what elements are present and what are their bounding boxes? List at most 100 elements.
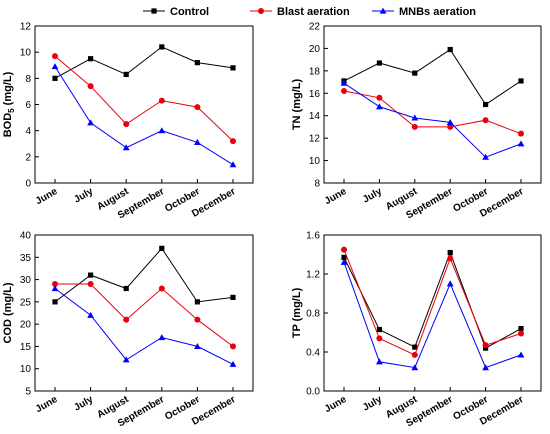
legend-label: MNBs aeration xyxy=(399,6,476,18)
y-tick-label: 14 xyxy=(309,111,321,122)
y-tick-label: 12 xyxy=(20,22,32,33)
data-point xyxy=(123,285,129,292)
legend-marker xyxy=(379,7,387,14)
series-blast-aeration xyxy=(52,281,236,350)
data-point xyxy=(340,258,348,265)
data-point xyxy=(412,70,418,76)
data-point xyxy=(483,101,489,108)
series-line xyxy=(343,82,522,158)
data-point xyxy=(411,364,419,371)
series-control xyxy=(341,249,524,351)
x-tick-label: July xyxy=(361,394,384,414)
data-point xyxy=(123,316,130,323)
data-point xyxy=(517,140,525,147)
series-line xyxy=(343,262,522,369)
legend-item: Blast aeration xyxy=(250,6,350,18)
y-tick-label: 0.8 xyxy=(306,309,320,320)
y-axis-label: TN (mg/L) xyxy=(291,79,303,131)
series-line xyxy=(343,249,522,356)
x-tick-label: June xyxy=(323,186,349,207)
y-tick-label: 10 xyxy=(309,156,321,167)
data-point xyxy=(52,75,58,81)
data-point xyxy=(482,153,489,160)
series-mnbs-aeration xyxy=(340,258,525,371)
data-point xyxy=(482,117,489,124)
data-point xyxy=(52,281,58,288)
y-tick-label: 1.6 xyxy=(306,231,320,242)
y-tick-label: 8 xyxy=(25,74,31,85)
series-control xyxy=(52,44,236,81)
y-tick-label: 0 xyxy=(25,179,31,190)
data-point xyxy=(158,285,165,292)
plot-frame xyxy=(323,234,542,392)
y-tick-label: 10 xyxy=(20,48,32,59)
data-point xyxy=(518,130,524,137)
x-tick-label: June xyxy=(34,394,60,415)
data-point xyxy=(122,356,130,363)
series-line xyxy=(343,251,522,349)
data-point xyxy=(158,127,166,134)
data-point xyxy=(194,316,201,323)
series-mnbs-aeration xyxy=(51,285,237,367)
legend-marker xyxy=(258,8,264,14)
plot-frame xyxy=(323,25,542,184)
legend-item: Control xyxy=(143,6,209,18)
data-point xyxy=(341,246,347,253)
data-point xyxy=(229,360,237,367)
series-mnbs-aeration xyxy=(51,63,237,168)
legend-label: Blast aeration xyxy=(277,6,350,18)
series-blast-aeration xyxy=(341,88,524,137)
data-point xyxy=(230,65,236,71)
data-point xyxy=(51,285,59,292)
data-point xyxy=(376,60,382,66)
data-point xyxy=(447,123,454,130)
data-point xyxy=(87,119,94,126)
data-point xyxy=(518,78,524,84)
y-tick-label: 10 xyxy=(20,364,32,375)
x-tick-label: July xyxy=(361,186,384,206)
data-point xyxy=(51,63,59,70)
series-line xyxy=(55,283,234,347)
data-point xyxy=(52,53,58,60)
data-point xyxy=(194,299,200,305)
data-point xyxy=(376,326,382,333)
x-tick-label: June xyxy=(323,394,349,415)
y-tick-label: 40 xyxy=(20,231,32,242)
data-point xyxy=(518,330,524,337)
data-point xyxy=(158,334,166,341)
data-point xyxy=(194,104,201,111)
data-point xyxy=(376,94,383,101)
data-point xyxy=(411,123,418,130)
y-tick-label: 30 xyxy=(20,275,32,286)
series-blast-aeration xyxy=(52,53,236,145)
data-point xyxy=(159,245,165,251)
y-tick-label: 22 xyxy=(309,22,321,33)
y-axis-label: TP (mg/L) xyxy=(291,287,303,338)
data-point xyxy=(411,351,418,358)
data-point xyxy=(376,103,383,110)
data-point xyxy=(194,343,201,350)
y-tick-label: 20 xyxy=(309,44,321,55)
series-blast-aeration xyxy=(341,246,524,358)
data-point xyxy=(87,83,94,90)
data-point xyxy=(194,60,200,66)
data-point xyxy=(411,114,419,121)
data-point xyxy=(159,44,165,50)
data-point xyxy=(87,311,94,318)
plot-frame xyxy=(34,234,254,392)
y-tick-label: 4 xyxy=(25,126,31,137)
series-line xyxy=(54,46,234,79)
data-point xyxy=(340,79,348,86)
series-line xyxy=(54,66,234,166)
data-point xyxy=(447,255,454,262)
data-point xyxy=(376,358,383,365)
series-line xyxy=(54,247,234,303)
data-point xyxy=(123,71,129,78)
data-point xyxy=(229,161,237,168)
data-point xyxy=(194,139,201,146)
data-point xyxy=(230,343,236,350)
data-point xyxy=(446,119,454,126)
